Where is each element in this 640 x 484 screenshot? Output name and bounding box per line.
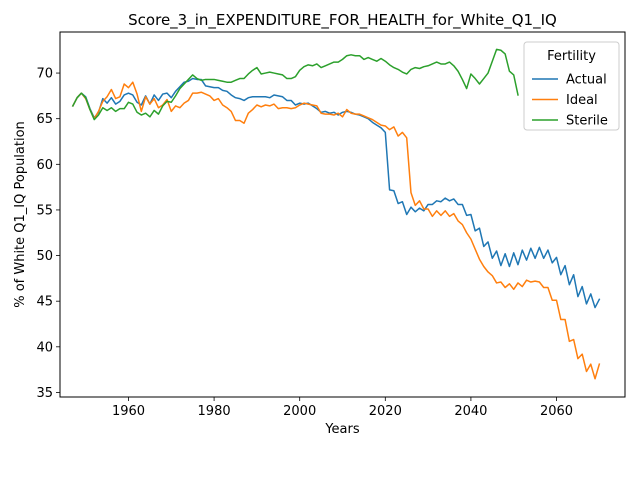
y-tick-label: 60 xyxy=(36,158,53,173)
y-tick-label: 70 xyxy=(36,67,53,82)
x-tick-label: 2060 xyxy=(540,404,573,419)
legend-entries: Actual Ideal Sterile xyxy=(532,73,608,129)
x-tick-label: 2040 xyxy=(454,404,487,419)
x-axis-title: Years xyxy=(324,422,360,437)
y-axis-title: % of White Q1_IQ Population xyxy=(13,121,28,308)
x-tick-label: 2020 xyxy=(369,404,402,419)
series-line-sterile xyxy=(71,48,519,121)
legend-label-sterile: Sterile xyxy=(566,114,608,129)
chart-title: Score_3_in_EXPENDITURE_FOR_HEALTH_for_Wh… xyxy=(128,11,557,30)
y-tick-label: 40 xyxy=(36,340,53,355)
legend-label-actual: Actual xyxy=(566,73,607,88)
y-tick-label: 45 xyxy=(36,295,53,310)
series-line-ideal xyxy=(71,81,601,380)
x-axis: 1960 1980 2000 2020 2040 2060 xyxy=(112,397,573,419)
y-tick-label: 55 xyxy=(36,203,53,218)
legend: Fertility Actual Ideal Sterile xyxy=(523,41,620,131)
legend-label-ideal: Ideal xyxy=(566,93,598,108)
x-tick-label: 1980 xyxy=(198,404,231,419)
legend-title: Fertility xyxy=(547,49,596,64)
y-tick-label: 65 xyxy=(36,112,53,127)
y-axis: 35 40 45 50 55 60 65 70 xyxy=(36,67,60,401)
y-tick-label: 50 xyxy=(36,249,53,264)
x-tick-label: 2000 xyxy=(283,404,316,419)
legend-box xyxy=(523,41,620,131)
plot-frame xyxy=(59,31,626,398)
y-tick-label: 35 xyxy=(36,386,53,401)
x-tick-label: 1960 xyxy=(112,404,145,419)
series-layer xyxy=(71,48,601,380)
